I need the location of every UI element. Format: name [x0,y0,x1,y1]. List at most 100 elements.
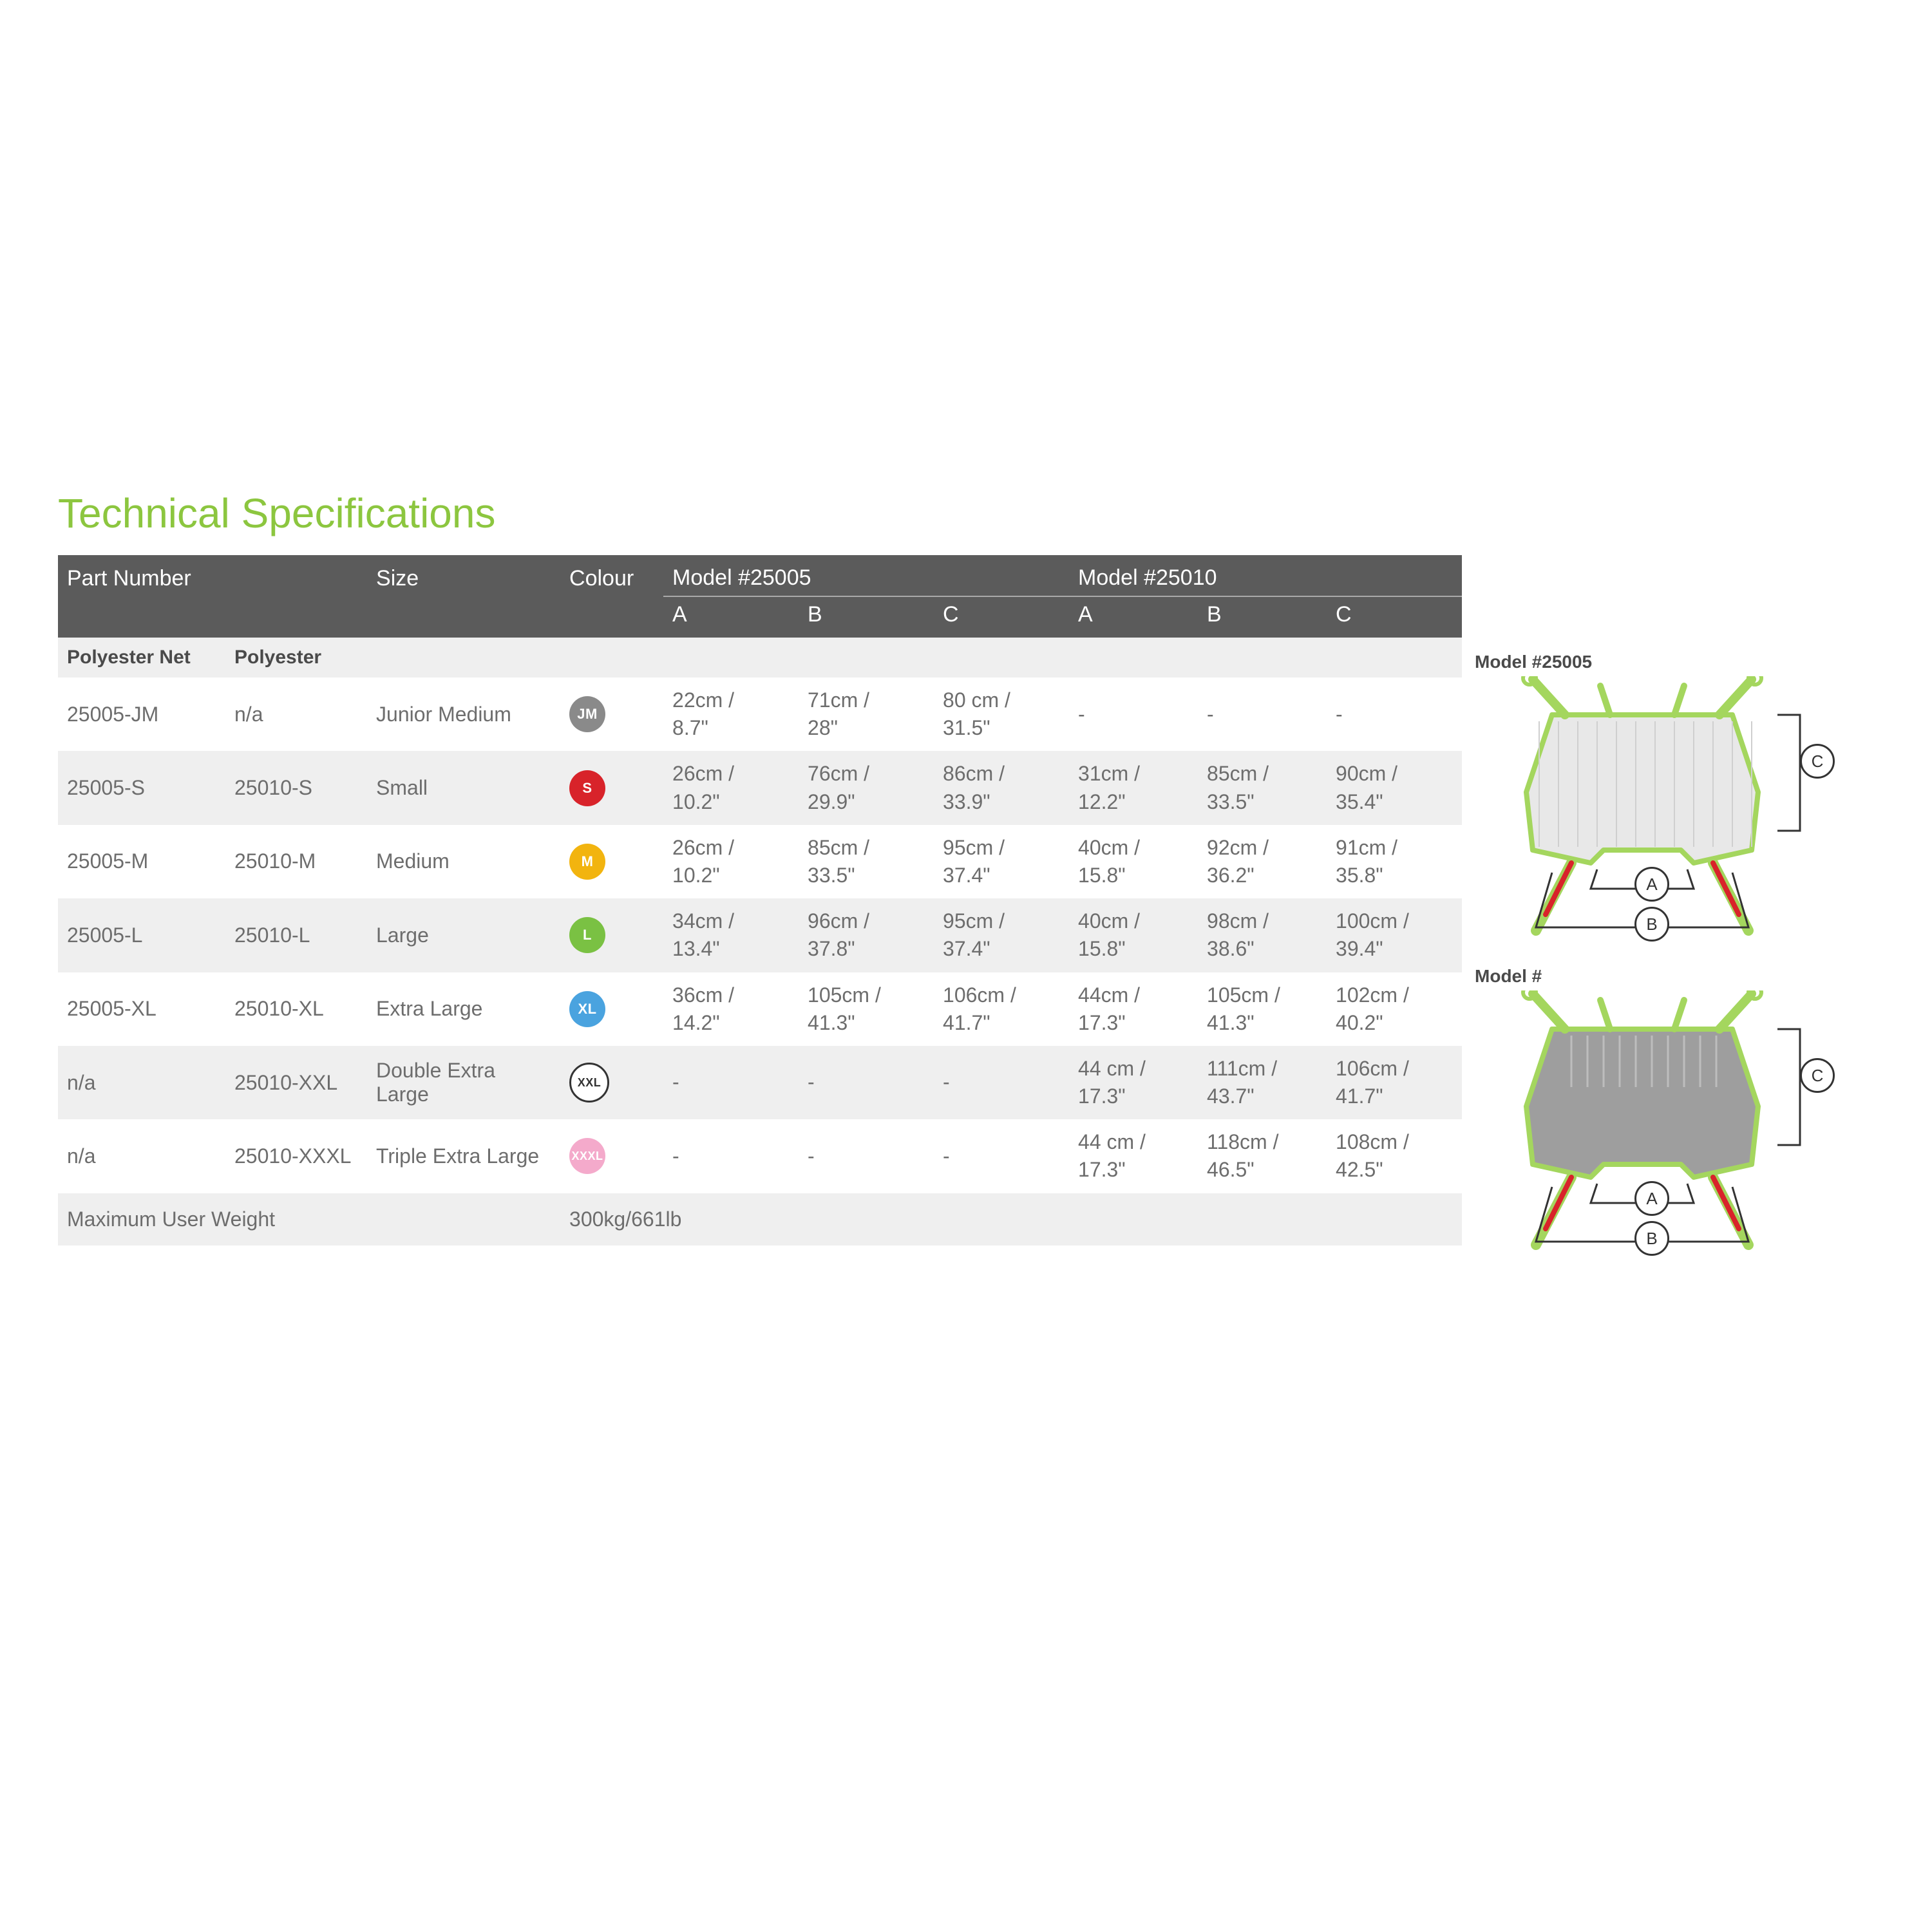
cell-colour: L [560,898,663,972]
size-badge-icon: XXL [569,1063,609,1103]
cell: 40cm /15.8" [1069,898,1198,972]
subheader-cell [1327,638,1462,677]
cell: 102cm /40.2" [1327,972,1462,1046]
cell: 76cm /29.9" [799,751,934,824]
col-sub-9: C [1327,596,1462,638]
cell: 105cm /41.3" [799,972,934,1046]
cell: 92cm /36.2" [1198,825,1327,898]
cell: 91cm /35.8" [1327,825,1462,898]
subheader-cell [1198,638,1327,677]
cell: Triple Extra Large [367,1119,560,1193]
cell-colour: S [560,751,663,824]
dim-label-c: C [1800,744,1835,779]
size-badge-icon: M [569,844,605,880]
cell: 26cm /10.2" [663,751,799,824]
table-row: 25005-XL25010-XLExtra LargeXL 36cm /14.2"… [58,972,1462,1046]
footer-label: Maximum User Weight [58,1193,560,1245]
dim-label-b: B [1634,1221,1669,1256]
table-row: 25005-S25010-SSmallS26cm /10.2"76cm /29.… [58,751,1462,824]
cell: 108cm /42.5" [1327,1119,1462,1193]
size-badge-icon: XL [569,991,605,1027]
cell: 25010-XL [225,972,367,1046]
cell: Extra Large [367,972,560,1046]
subheader-cell [1069,638,1198,677]
cell: n/a [58,1046,225,1119]
cell: Large [367,898,560,972]
subheader-cell: Polyester [225,638,367,677]
diagrams-column: Model #25005 C A B Model # C A B [1475,555,1861,1261]
cell: - [663,1046,799,1119]
page-title: Technical Specifications [58,489,1874,537]
cell: 26cm /10.2" [663,825,799,898]
cell: 106cm /41.7" [1327,1046,1462,1119]
diagram-top-label: Model #25005 [1475,652,1861,672]
dim-label-b: B [1634,907,1669,942]
cell: 111cm /43.7" [1198,1046,1327,1119]
cell: 100cm /39.4" [1327,898,1462,972]
cell: - [1327,677,1462,751]
cell: 40cm /15.8" [1069,825,1198,898]
cell: - [799,1119,934,1193]
cell-colour: XL [560,972,663,1046]
cell: 25010-XXL [225,1046,367,1119]
cell: Medium [367,825,560,898]
diagram-bottom: C A B [1475,990,1835,1261]
table-row: 25005-L25010-LLargeL34cm /13.4"96cm /37.… [58,898,1462,972]
table-row: 25005-JMn/aJunior MediumJM22cm /8.7"71cm… [58,677,1462,751]
cell: 25005-M [58,825,225,898]
cell-colour: JM [560,677,663,751]
cell: 25010-M [225,825,367,898]
cell: 25005-XL [58,972,225,1046]
cell: 90cm /35.4" [1327,751,1462,824]
cell: 86cm /33.9" [934,751,1069,824]
cell: 25005-L [58,898,225,972]
size-badge-icon: S [569,770,605,806]
cell: - [799,1046,934,1119]
cell: 105cm /41.3" [1198,972,1327,1046]
cell: - [934,1119,1069,1193]
cell-colour: M [560,825,663,898]
cell: 44cm /17.3" [1069,972,1198,1046]
diagram-top: C A B [1475,676,1835,947]
col-sub-4: A [663,596,799,638]
size-badge-icon: XXXL [569,1138,605,1174]
cell: 85cm /33.5" [1198,751,1327,824]
col-sub-1 [225,596,367,638]
cell: 44 cm /17.3" [1069,1119,1198,1193]
cell: 98cm /38.6" [1198,898,1327,972]
col-sub-0 [58,596,225,638]
col-sub-3 [560,596,663,638]
cell: 118cm /46.5" [1198,1119,1327,1193]
col-sub-6: C [934,596,1069,638]
subheader-cell [799,638,934,677]
cell: - [663,1119,799,1193]
subheader-cell [560,638,663,677]
col-model-25010: Model #25010 [1069,555,1462,596]
size-badge-icon: JM [569,696,605,732]
cell: - [1198,677,1327,751]
cell: 31cm /12.2" [1069,751,1198,824]
subheader-cell [367,638,560,677]
subheader-cell: Polyester Net [58,638,225,677]
cell: 95cm /37.4" [934,898,1069,972]
col-sub-5: B [799,596,934,638]
cell: 106cm /41.7" [934,972,1069,1046]
col-sub-8: B [1198,596,1327,638]
cell: 25010-S [225,751,367,824]
col-model-25005: Model #25005 [663,555,1069,596]
cell: n/a [225,677,367,751]
cell: - [1069,677,1198,751]
cell: 25005-JM [58,677,225,751]
cell: 96cm /37.8" [799,898,934,972]
cell: 36cm /14.2" [663,972,799,1046]
cell: 80 cm /31.5" [934,677,1069,751]
subheader-cell [663,638,799,677]
dim-label-a: A [1634,1181,1669,1216]
spec-table: Part NumberSizeColourModel #25005Model #… [58,555,1462,1245]
col-size: Size [367,555,560,596]
col-sub-2 [367,596,560,638]
col-part-number: Part Number [58,555,367,596]
subheader-cell [934,638,1069,677]
diagram-bottom-label: Model # [1475,966,1861,987]
table-row: 25005-M25010-MMediumM26cm /10.2"85cm /33… [58,825,1462,898]
